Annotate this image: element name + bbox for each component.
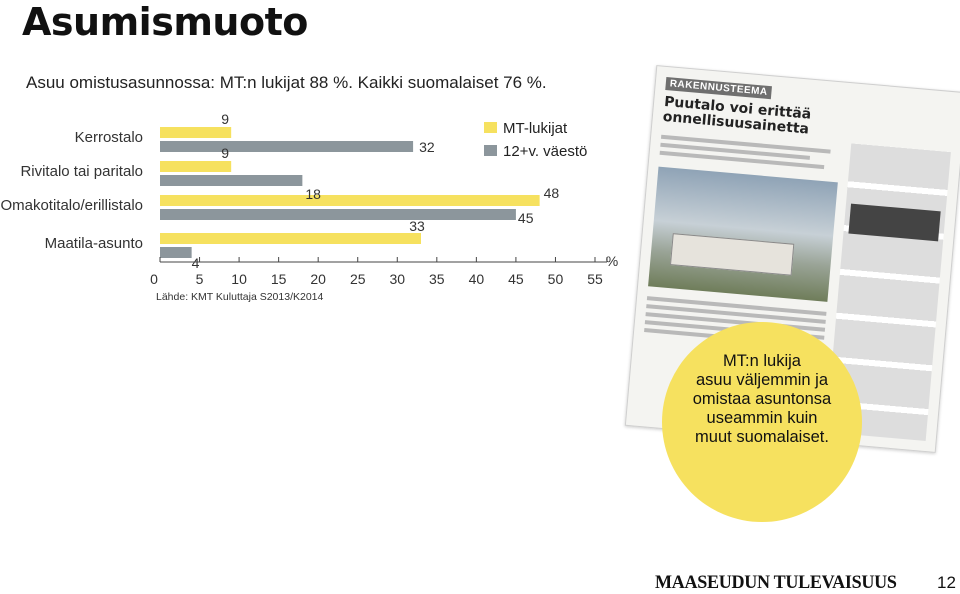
bar [160, 233, 421, 244]
x-axis-unit: % [606, 253, 618, 269]
category-label: Omakotitalo/erillistalo [0, 197, 143, 214]
category-label: Maatila-asunto [45, 235, 143, 252]
page-title: Asumismuoto [22, 0, 308, 44]
bar [160, 209, 516, 220]
x-tick-label: 40 [469, 271, 485, 287]
legend-label: MT-lukijat [503, 120, 568, 137]
bar-chart: Kerrostalo 9 32 Rivitalo tai paritalo 9 18 Oma… [0, 111, 618, 287]
page-subtitle: Asuu omistusasunnossa: MT:n lukijat 88 %… [26, 73, 547, 92]
value-label: 4 [192, 255, 200, 271]
x-tick-label: 45 [508, 271, 524, 287]
source-note: Lähde: KMT Kuluttaja S2013/K2014 [156, 291, 324, 303]
category-label: Rivitalo tai paritalo [20, 163, 143, 180]
bar [160, 127, 232, 138]
value-label: 18 [305, 186, 321, 202]
x-tick-label: 0 [150, 271, 158, 287]
legend-group: MT-lukijat 12+v. väestö [484, 120, 587, 160]
x-tick-label: 35 [429, 271, 445, 287]
category-label: Kerrostalo [75, 129, 143, 146]
legend-swatch [484, 145, 497, 156]
x-tick-label: 55 [587, 271, 603, 287]
x-tick-label: 5 [196, 271, 204, 287]
page-number: 12 [937, 573, 956, 592]
callout-text: MT:n lukija asuu väljemmin ja omistaa as… [662, 352, 862, 447]
value-label: 45 [518, 210, 534, 226]
bar [160, 161, 232, 172]
value-label: 33 [409, 218, 425, 234]
value-label: 9 [221, 111, 229, 127]
axis-group: 0 5 10 15 20 25 30 35 40 45 50 55% [150, 253, 618, 287]
callout-line: asuu väljemmin ja [695, 371, 829, 389]
legend-label: 12+v. väestö [503, 143, 587, 160]
x-tick-label: 50 [548, 271, 564, 287]
labels-group: Kerrostalo 9 32 Rivitalo tai paritalo 9 18 Oma… [0, 111, 559, 271]
newspaper-headline: Puutalo voi erittää onnellisuusainetta [662, 93, 812, 138]
legend-swatch [484, 122, 497, 133]
x-tick-label: 25 [350, 271, 366, 287]
x-tick-label: 20 [310, 271, 326, 287]
bar [160, 195, 540, 206]
bar [160, 141, 414, 152]
callout-line: muut suomalaiset. [695, 428, 829, 446]
x-tick-label: 10 [231, 271, 247, 287]
callout-circle: MT:n lukija asuu väljemmin ja omistaa as… [662, 322, 862, 522]
bars-group [160, 127, 540, 258]
value-label: 9 [221, 145, 229, 161]
callout-line: omistaa asuntonsa [692, 390, 832, 408]
bar [160, 175, 303, 186]
value-label: 32 [419, 139, 435, 155]
callout-line: MT:n lukija [723, 352, 801, 370]
x-tick-label: 15 [271, 271, 287, 287]
x-tick-label: 30 [389, 271, 405, 287]
value-label: 48 [544, 185, 560, 201]
publication-logo: MAASEUDUN TULEVAISUUS [655, 572, 897, 593]
callout-line: useammin kuin [706, 409, 818, 427]
bar [160, 247, 192, 258]
